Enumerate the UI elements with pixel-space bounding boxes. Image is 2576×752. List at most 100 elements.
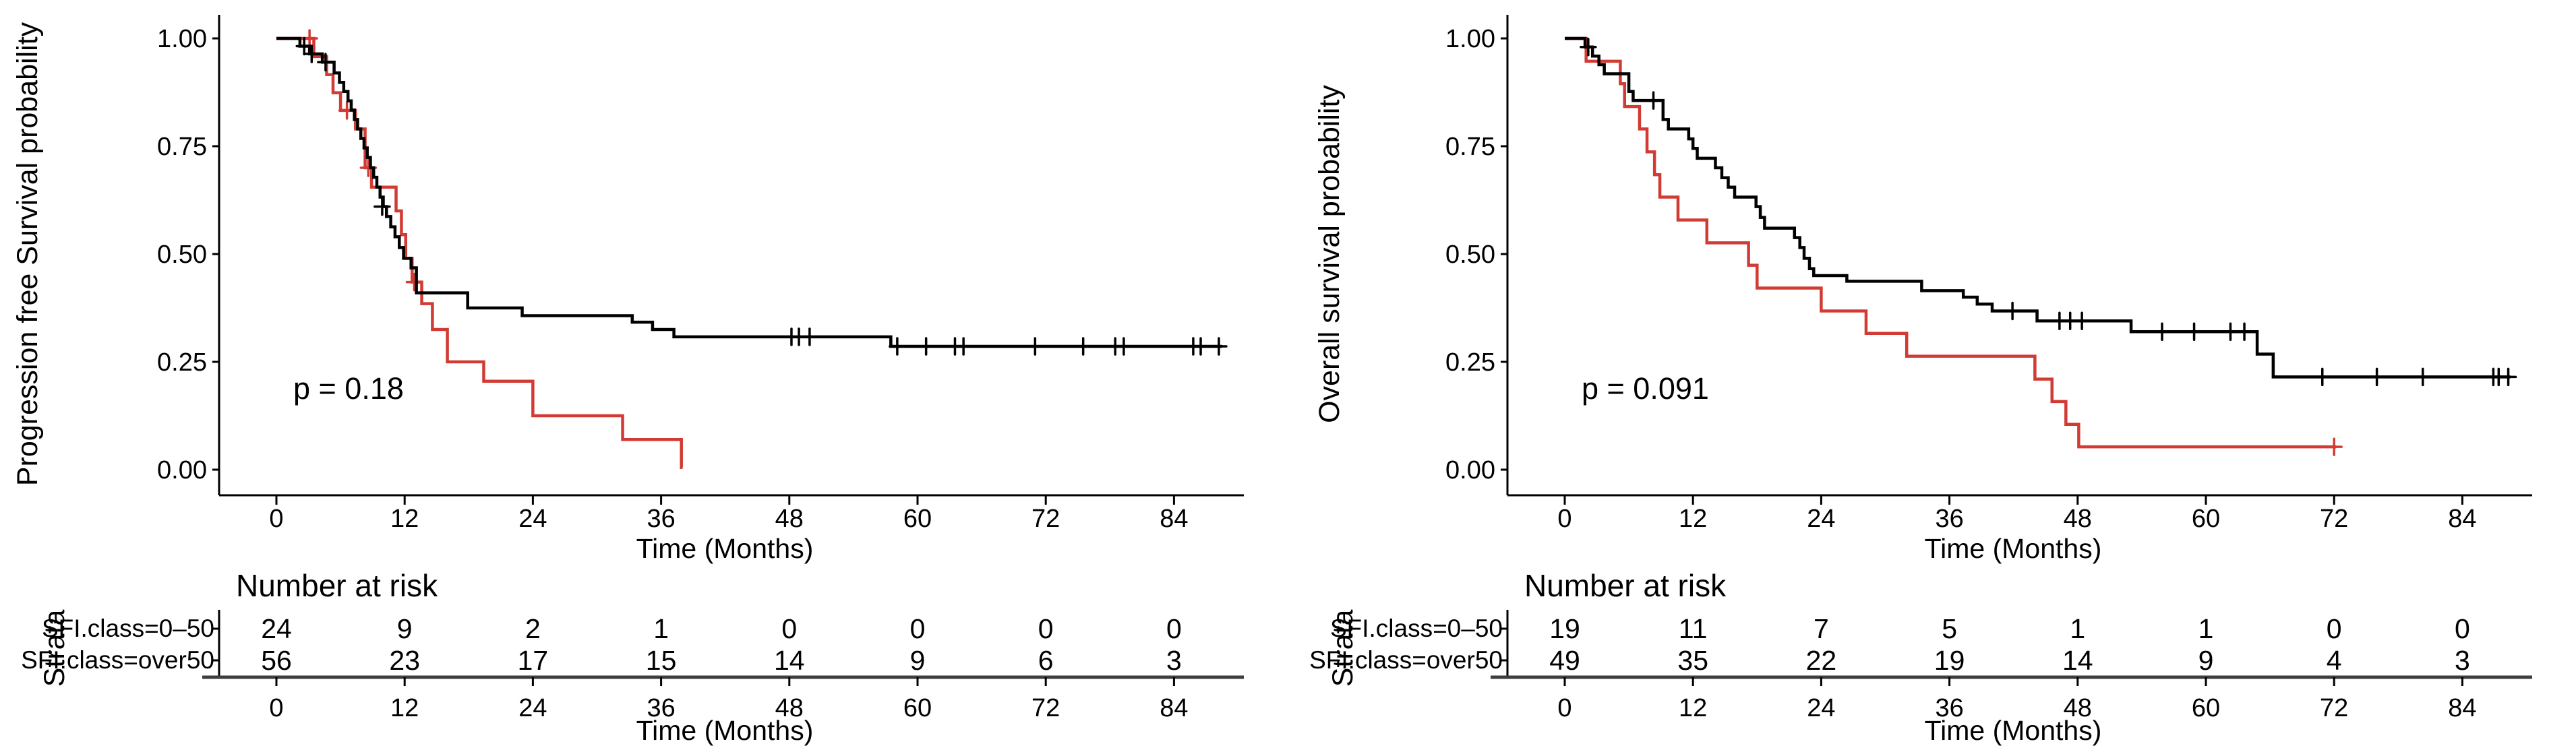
y-tick-label: 1.00 bbox=[1445, 25, 1495, 53]
risk-count: 3 bbox=[1166, 645, 1182, 676]
y-tick-label: 0.25 bbox=[1445, 348, 1495, 377]
risk-x-tick-label: 84 bbox=[1160, 694, 1188, 722]
risk-count: 2 bbox=[525, 613, 541, 644]
plot-axes: 1.00 0.75 0.50 0.25 0.00 0 12 24 36 48 60 72 84 bbox=[157, 15, 1244, 533]
km-panel-progression-free-survival: Progression free Survival probability 1.… bbox=[11, 15, 1244, 746]
y-tick-label: 0.75 bbox=[1445, 133, 1495, 161]
risk-count: 0 bbox=[2327, 613, 2342, 644]
x-tick-label: 72 bbox=[2320, 505, 2348, 533]
x-tick-label: 72 bbox=[1031, 505, 1060, 533]
x-tick-label: 84 bbox=[1160, 505, 1188, 533]
x-tick-label: 24 bbox=[1807, 505, 1835, 533]
risk-count: 3 bbox=[2455, 645, 2470, 676]
x-tick-label: 48 bbox=[2064, 505, 2092, 533]
y-tick-label: 1.00 bbox=[157, 25, 207, 53]
risk-count: 11 bbox=[1679, 613, 1708, 644]
risk-x-tick-label: 60 bbox=[2192, 694, 2220, 722]
risk-count: 9 bbox=[2198, 645, 2214, 676]
x-tick-label: 36 bbox=[1935, 505, 1963, 533]
x-tick-label: 84 bbox=[2448, 505, 2476, 533]
risk-count: 9 bbox=[910, 645, 926, 676]
risk-x-tick-label: 12 bbox=[390, 694, 419, 722]
x-tick-label: 0 bbox=[269, 505, 283, 533]
km-panel-overall-survival: Overall survival probability 1.00 0.75 0.5… bbox=[1288, 0, 2576, 752]
risk-count: 15 bbox=[646, 645, 677, 676]
risk-count: 0 bbox=[1166, 613, 1182, 644]
risk-x-tick-label: 12 bbox=[1679, 694, 1707, 722]
y-tick-label: 0.50 bbox=[1445, 241, 1495, 269]
risk-count: 17 bbox=[518, 645, 549, 676]
risk-x-tick-label: 60 bbox=[903, 694, 932, 722]
x-tick-label: 48 bbox=[775, 505, 804, 533]
risk-x-axis-title: Time (Months) bbox=[1925, 715, 2102, 746]
risk-row-label-0-50: SFI.class=0–50 bbox=[1330, 615, 1503, 642]
risk-count: 14 bbox=[774, 645, 805, 676]
x-tick-label: 36 bbox=[647, 505, 675, 533]
risk-count: 0 bbox=[910, 613, 926, 644]
risk-table-values: 0 12 24 36 48 60 72 84 24 9 2 1 0 0 0 0 56 23 17 15 14 9 6 3 bbox=[202, 610, 1244, 722]
risk-count: 6 bbox=[1038, 645, 1054, 676]
risk-x-tick-label: 72 bbox=[2320, 694, 2348, 722]
os-plot-svg: Overall survival probability 1.00 0.75 0.5… bbox=[1309, 15, 2532, 746]
risk-x-tick-label: 72 bbox=[1031, 694, 1060, 722]
risk-x-axis-title: Time (Months) bbox=[636, 715, 814, 746]
plot-axes: 1.00 0.75 0.50 0.25 0.00 0 12 24 36 48 60 72 84 bbox=[1445, 15, 2532, 533]
x-tick-label: 12 bbox=[390, 505, 419, 533]
x-axis-title: Time (Months) bbox=[636, 533, 814, 564]
risk-count: 14 bbox=[2062, 645, 2093, 676]
x-axis-title: Time (Months) bbox=[1925, 533, 2102, 564]
risk-count: 49 bbox=[1549, 645, 1580, 676]
risk-x-tick-label: 36 bbox=[1935, 694, 1963, 722]
km-curves bbox=[276, 29, 1228, 470]
risk-count: 23 bbox=[389, 645, 420, 676]
km-curve-red bbox=[276, 36, 683, 470]
x-tick-label: 60 bbox=[2192, 505, 2220, 533]
risk-count: 0 bbox=[781, 613, 797, 644]
risk-x-tick-label: 84 bbox=[2448, 694, 2476, 722]
risk-count: 19 bbox=[1549, 613, 1580, 644]
risk-count: 56 bbox=[261, 645, 292, 676]
y-tick-label: 0.50 bbox=[157, 241, 207, 269]
risk-x-tick-label: 48 bbox=[2064, 694, 2092, 722]
risk-count: 4 bbox=[2327, 645, 2342, 676]
x-tick-label: 12 bbox=[1679, 505, 1707, 533]
risk-count: 0 bbox=[2455, 613, 2470, 644]
risk-count: 5 bbox=[1942, 613, 1957, 644]
risk-table-title: Number at risk bbox=[1524, 568, 1727, 603]
risk-count: 0 bbox=[1038, 613, 1054, 644]
risk-count: 19 bbox=[1934, 645, 1965, 676]
risk-count: 24 bbox=[261, 613, 292, 644]
risk-x-tick-label: 0 bbox=[1557, 694, 1571, 722]
risk-x-tick-label: 24 bbox=[518, 694, 547, 722]
risk-x-tick-label: 24 bbox=[1807, 694, 1835, 722]
x-tick-label: 60 bbox=[903, 505, 932, 533]
risk-count: 1 bbox=[2070, 613, 2085, 644]
y-tick-label: 0.00 bbox=[1445, 456, 1495, 484]
km-curve-black bbox=[1565, 36, 2511, 379]
risk-count: 1 bbox=[653, 613, 669, 644]
y-tick-label: 0.25 bbox=[157, 348, 207, 377]
km-curve-black bbox=[276, 36, 1222, 348]
risk-x-tick-label: 48 bbox=[775, 694, 804, 722]
risk-count: 9 bbox=[397, 613, 413, 644]
pfs-plot-svg: Progression free Survival probability 1.… bbox=[11, 15, 1244, 746]
risk-row-label-0-50: SFI.class=0–50 bbox=[42, 615, 214, 642]
km-curve-red bbox=[1565, 36, 2337, 449]
risk-count: 22 bbox=[1806, 645, 1837, 676]
risk-table-title: Number at risk bbox=[236, 568, 438, 603]
y-axis-title: Progression free Survival probability bbox=[11, 22, 44, 486]
p-value-label: p = 0.091 bbox=[1582, 371, 1709, 406]
risk-row-label-over50: SFI.class=over50 bbox=[1309, 646, 1503, 674]
p-value-label: p = 0.18 bbox=[293, 371, 404, 406]
x-tick-label: 24 bbox=[518, 505, 547, 533]
y-tick-label: 0.00 bbox=[157, 456, 207, 484]
risk-count: 7 bbox=[1814, 613, 1829, 644]
risk-count: 1 bbox=[2198, 613, 2214, 644]
risk-x-tick-label: 36 bbox=[647, 694, 675, 722]
strata-axis-label: Strata bbox=[1327, 610, 1359, 687]
km-curves bbox=[1565, 36, 2517, 456]
y-tick-label: 0.75 bbox=[157, 133, 207, 161]
risk-row-label-over50: SFI.class=over50 bbox=[21, 646, 214, 674]
